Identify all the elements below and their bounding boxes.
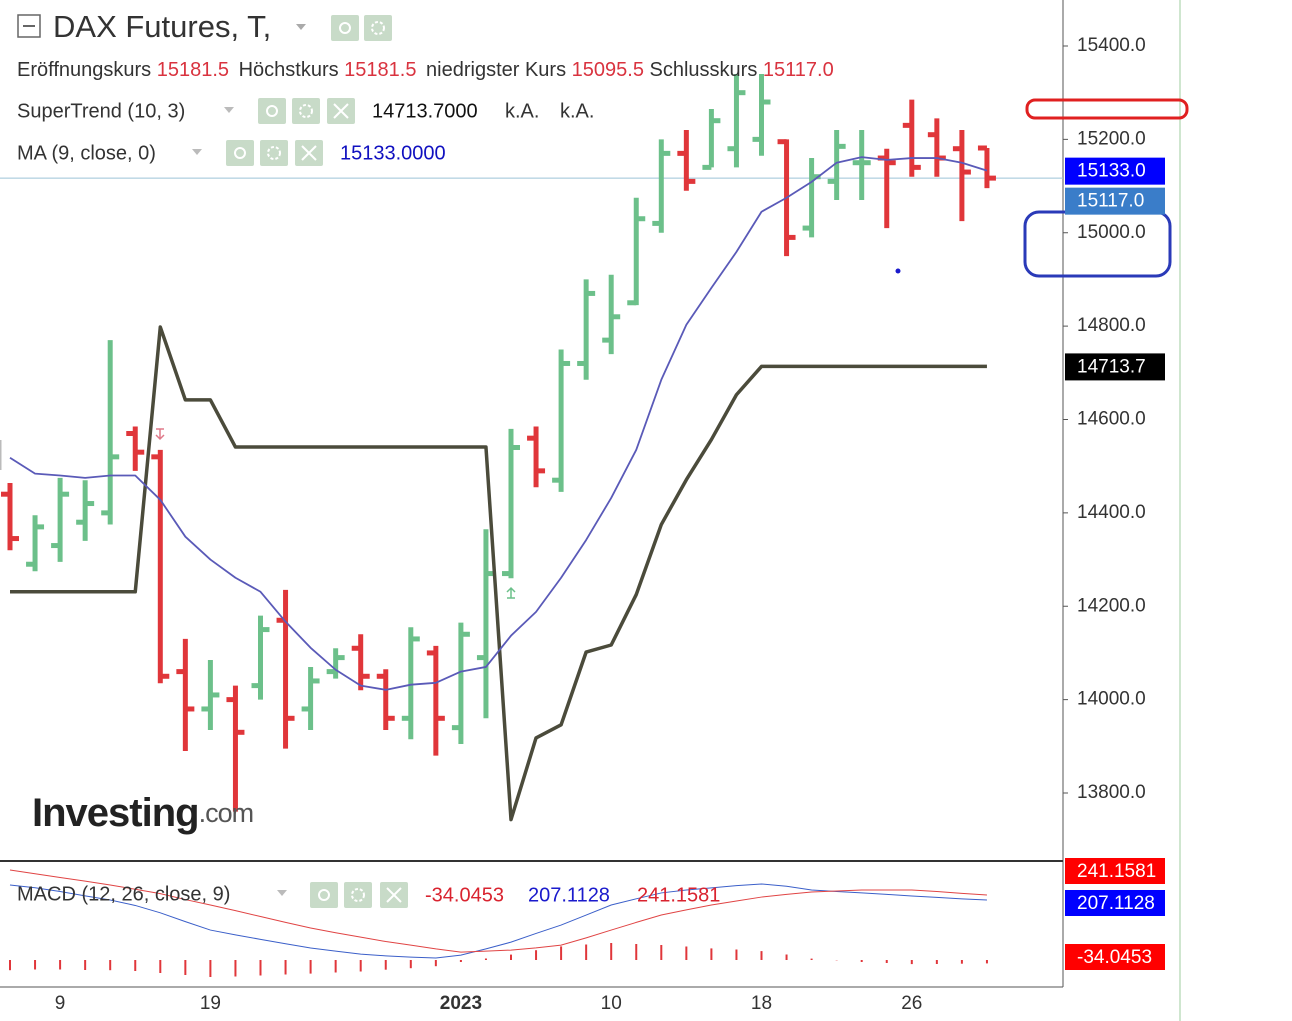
macd-line [9,883,987,959]
x-tick-label: 2023 [440,993,482,1014]
supertrend-extra: k.A. [560,100,594,122]
value-tag [1065,944,1165,970]
watermark-brand: Investing [32,791,199,835]
macd-value: 241.1581 [637,884,720,906]
buy-signal-arrow [506,586,516,599]
legend-value: 15181.5 [344,59,416,81]
watermark-suffix: .com [199,798,254,828]
ma-icons[interactable] [226,140,323,166]
y-tick-label: 14400.0 [1077,502,1146,523]
x-tick-label: 18 [751,993,772,1014]
macd-line [9,869,987,953]
y-tick-label: 15000.0 [1077,222,1146,243]
supertrend-label: SuperTrend (10, 3) [17,100,185,122]
y-tick-label: 13800.0 [1077,782,1146,803]
title-icons[interactable] [331,15,392,41]
y-tick-label: 15400.0 [1077,35,1146,56]
value-tag [1065,858,1165,884]
ohlc-legend: Eröffnungskurs 15181.5 Höchstkurs 15181.… [17,59,834,81]
sell-signal-arrow [155,428,165,441]
supertrend-extra: k.A. [505,100,539,122]
y-tick-label: 15200.0 [1077,128,1146,149]
x-tick-label: 10 [601,993,622,1014]
chart-title: DAX Futures, T, [53,9,271,44]
dropdown-arrow[interactable] [224,107,234,113]
price-tag-label: 15133.0 [1077,161,1146,182]
x-tick-label: 19 [200,993,221,1014]
macd-value: 207.1128 [528,884,610,906]
watermark: Investing.com [32,791,253,835]
marker-dot [895,268,901,274]
legend-label: Höchstkurs [239,59,339,81]
overlay-line [9,156,988,691]
dropdown-arrow[interactable] [277,890,287,896]
value-tag [1065,890,1165,916]
y-tick-label: 14800.0 [1077,315,1146,336]
y-tick-label: 14600.0 [1077,409,1146,430]
price-tag [1065,353,1165,381]
ma-label: MA (9, close, 0) [17,142,156,164]
price-tag [1065,157,1165,185]
legend-value: 15095.5 [572,59,644,81]
macd-label: MACD (12, 26, close, 9) [17,883,230,905]
macd-icons[interactable] [310,882,408,908]
macd-value: -34.0453 [425,884,504,906]
overlay-line [10,325,987,822]
x-tick-label: 26 [901,993,922,1014]
plot-area [0,74,1063,977]
legend-value: 15181.5 [157,59,229,81]
price-tag [1065,187,1165,215]
dropdown-arrow[interactable] [296,24,306,30]
value-tag-label: -34.0453 [1077,947,1152,968]
price-tag-label: 14713.7 [1077,356,1146,377]
legend-label: Schlusskurs [650,59,758,81]
y-tick-label: 14200.0 [1077,595,1146,616]
dropdown-arrow[interactable] [192,149,202,155]
legend-value: 15117.0 [763,59,834,81]
collapse-button[interactable] [17,14,41,38]
legend-label: Eröffnungskurs [17,59,151,81]
value-tag-label: 207.1128 [1077,893,1155,914]
supertrend-value: 14713.7000 [372,100,478,122]
supertrend-icons[interactable] [258,98,355,124]
x-tick-label: 9 [55,993,66,1014]
value-tag-label: 241.1581 [1077,861,1156,882]
ma-value: 15133.0000 [340,142,446,164]
price-tag-label: 15117.0 [1077,191,1144,212]
y-tick-label: 14000.0 [1077,689,1146,710]
annotation-red [1025,98,1189,120]
legend-label: niedrigster Kurs [426,59,566,81]
